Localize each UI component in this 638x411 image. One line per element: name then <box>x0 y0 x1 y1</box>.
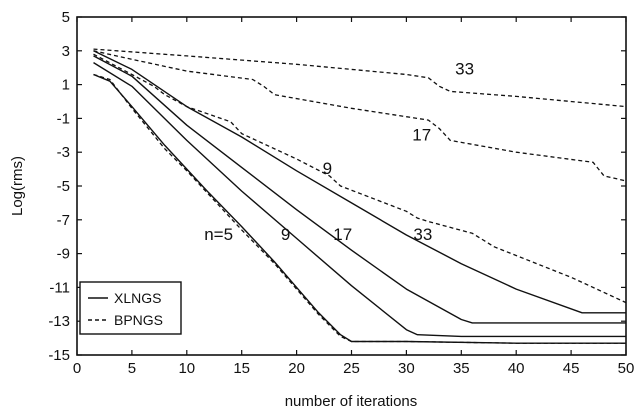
legend-label-1: BPNGS <box>114 312 163 328</box>
annotation-label: 17 <box>412 125 431 144</box>
series-line-bpngs-n17 <box>93 50 627 182</box>
annotation-label: n=5 <box>204 225 233 244</box>
annotation-label: 33 <box>455 59 474 78</box>
annotation-layer: 33 17 9 n=5 9 17 33 <box>204 59 474 244</box>
series-line-xlngs-n17 <box>93 55 626 324</box>
series-line-xlngs-n33 <box>93 50 626 314</box>
x-tick-label: 50 <box>618 360 635 377</box>
y-tick-label: -1 <box>57 110 70 127</box>
y-tick-label: -13 <box>48 313 70 330</box>
ticks: 0 5 10 15 20 25 30 35 40 45 50 5 3 1 -1 -3 -5 -7 -9 -11 -13 -… <box>48 9 634 377</box>
y-tick-label: 5 <box>62 9 70 26</box>
series-line-xlngs-n9 <box>93 62 626 338</box>
series-line-xlngs-n5 <box>93 73 626 344</box>
annotation-label: 33 <box>413 225 432 244</box>
y-tick-label: -7 <box>57 212 70 229</box>
series-line-bpngs-n5 <box>93 73 626 344</box>
x-tick-label: 5 <box>128 360 136 377</box>
y-tick-label: 1 <box>62 77 70 94</box>
annotation-label: 9 <box>323 159 332 178</box>
x-tick-label: 35 <box>453 360 470 377</box>
x-tick-label: 0 <box>73 360 81 377</box>
series-line-bpngs-n33 <box>93 48 627 108</box>
y-tick-label: -3 <box>57 144 70 161</box>
y-tick-label: -9 <box>57 246 70 263</box>
x-axis-label: number of iterations <box>285 393 418 410</box>
y-tick-label: -5 <box>57 178 70 195</box>
y-tick-label: -11 <box>49 279 70 296</box>
x-tick-label: 45 <box>563 360 580 377</box>
series-layer <box>93 48 627 344</box>
y-tick-label: -15 <box>48 347 70 364</box>
y-tick-label: 3 <box>62 43 70 60</box>
x-tick-label: 15 <box>233 360 250 377</box>
legend: XLNGS BPNGS <box>79 281 182 335</box>
y-axis-label: Log(rms) <box>9 156 26 216</box>
x-tick-label: 40 <box>508 360 525 377</box>
series-line-bpngs-n9 <box>93 53 627 304</box>
annotation-label: 17 <box>333 225 352 244</box>
legend-box <box>79 281 182 335</box>
legend-label-0: XLNGS <box>114 290 161 306</box>
x-tick-label: 20 <box>288 360 305 377</box>
annotation-label: 9 <box>281 225 290 244</box>
x-tick-label: 25 <box>343 360 360 377</box>
x-tick-label: 10 <box>178 360 195 377</box>
x-tick-label: 30 <box>398 360 415 377</box>
